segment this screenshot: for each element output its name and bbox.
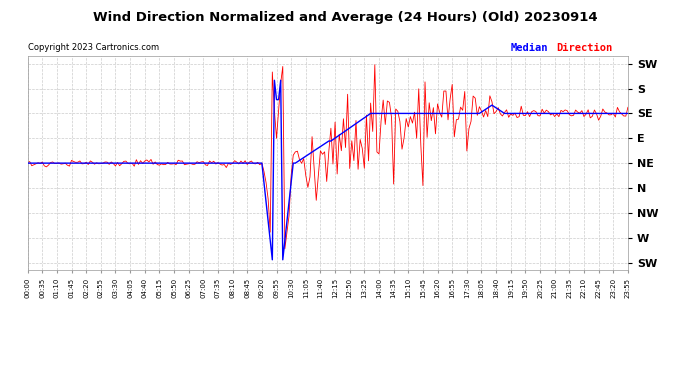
Text: Median: Median	[511, 43, 548, 53]
Text: Direction: Direction	[556, 43, 613, 53]
Text: Copyright 2023 Cartronics.com: Copyright 2023 Cartronics.com	[28, 43, 159, 52]
Text: Wind Direction Normalized and Average (24 Hours) (Old) 20230914: Wind Direction Normalized and Average (2…	[92, 11, 598, 24]
